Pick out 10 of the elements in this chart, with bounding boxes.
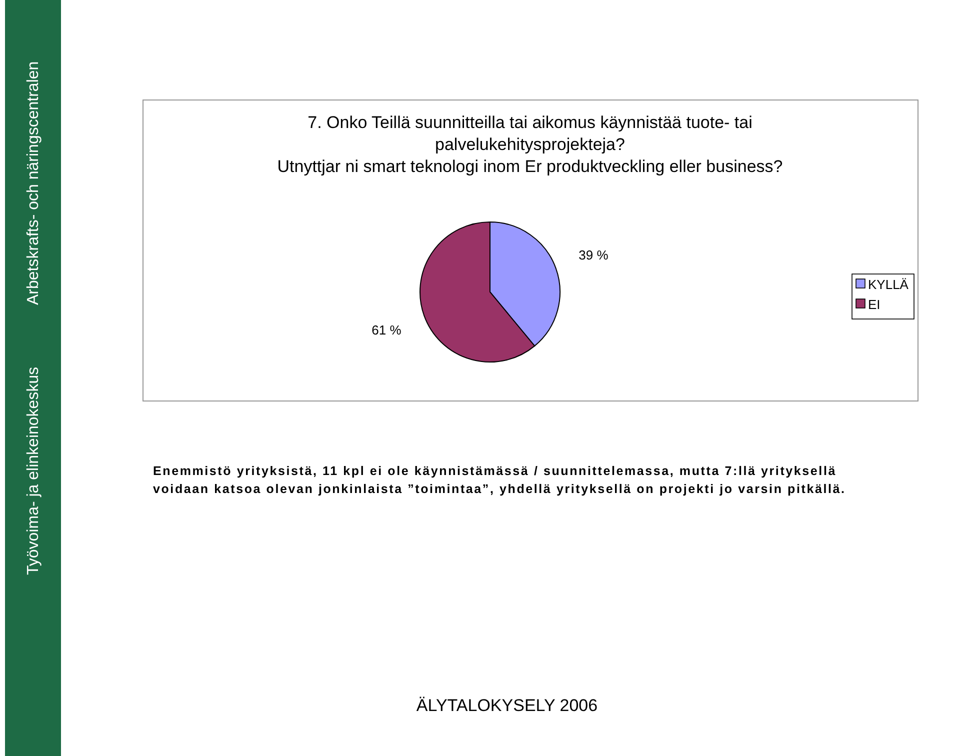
chart-title: 7. Onko Teillä suunnitteilla tai aikomus käynnistää tuote- tai palvelukehitysprojekteja? Utnyttjar ni smart teknologi inom Er produktveckling eller business? <box>277 113 783 176</box>
data-label: 61 % <box>372 322 402 338</box>
legend-label: KYLLÄ <box>868 277 909 292</box>
text: Enemmistö yrityksistä, 11 kpl ei ole käynnistämässä / suunnittelemassa, mutta 7:llä yrityksellä <box>153 464 836 478</box>
text: ÄLYTALOKYSELY 2006 <box>416 696 598 715</box>
text: Työvoima- ja elinkeinokeskus <box>25 366 42 575</box>
data-label: 39 % <box>578 248 609 263</box>
legend-label: EI <box>868 297 880 312</box>
text: voidaan katsoa olevan jonkinlaista ”toimintaa”, yhdellä yrityksellä on projekti jo varsin pitkällä. <box>153 482 846 496</box>
text: Arbetskrafts- och näringscentralen <box>25 61 42 305</box>
